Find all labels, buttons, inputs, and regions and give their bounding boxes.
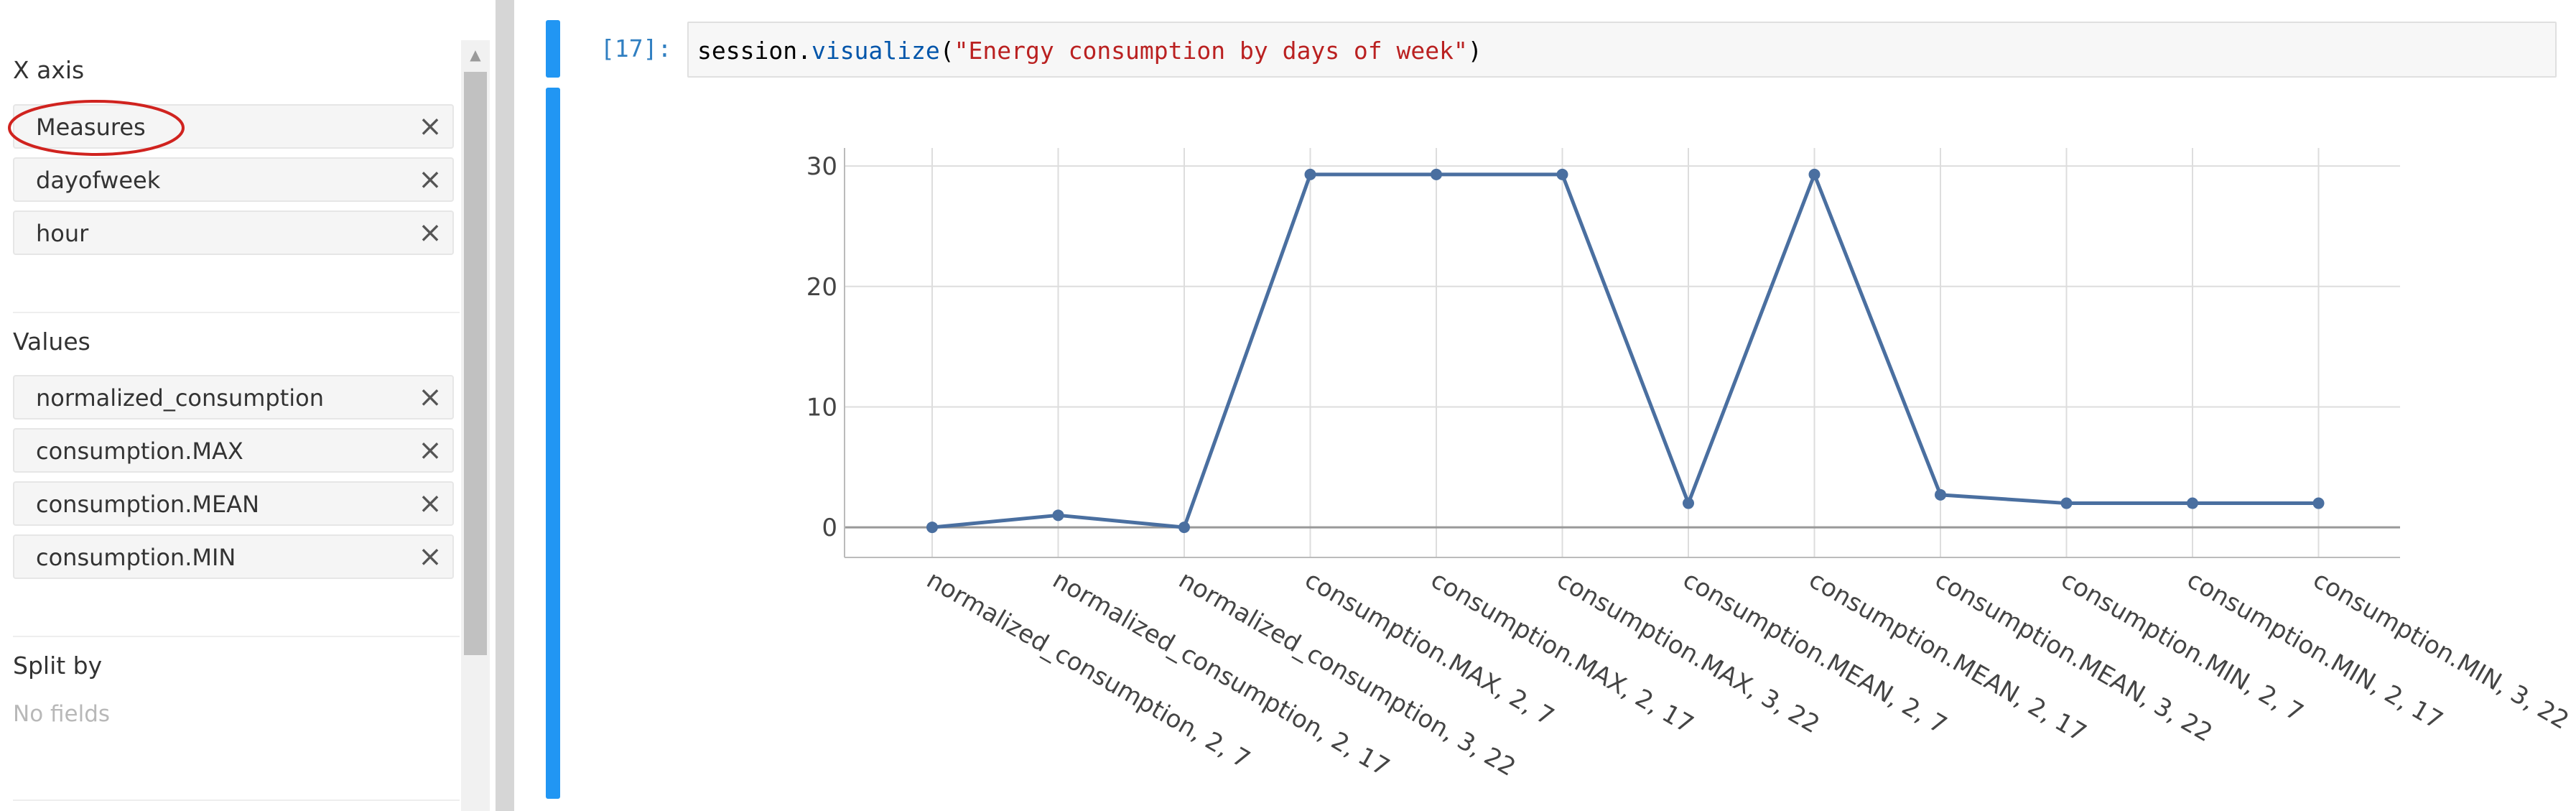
y-tick-label: 20 [806,273,837,302]
close-icon[interactable]: × [418,540,442,573]
close-icon[interactable]: × [418,381,442,414]
chart-points [926,168,2325,534]
data-point[interactable] [1808,168,1821,180]
x-axis-field-dayofweek[interactable]: dayofweek × [13,157,454,202]
data-point[interactable] [2187,497,2198,509]
values-section-title: Values [13,328,90,356]
field-label: normalized_consumption [36,384,324,412]
close-icon[interactable]: × [418,434,442,467]
cell-output-collapser[interactable] [546,88,560,799]
x-axis-section-title: X axis [13,56,85,84]
data-point[interactable] [1304,168,1316,180]
cell-input-collapser[interactable] [546,20,560,78]
x-axis-field-hour[interactable]: hour × [13,210,454,255]
close-icon[interactable]: × [418,487,442,520]
field-label: dayofweek [36,167,161,194]
data-point[interactable] [1556,168,1568,180]
close-icon[interactable]: × [418,163,442,196]
field-label: consumption.MAX [36,437,243,465]
close-icon[interactable]: × [418,110,442,143]
panel-splitter[interactable] [496,0,514,811]
split-by-section-title: Split by [13,652,103,680]
scrollbar-thumb[interactable] [464,72,487,655]
field-label: consumption.MEAN [36,491,260,518]
section-divider [13,636,460,637]
code-method: visualize [811,37,940,65]
sidebar-scrollbar[interactable]: ▲ [461,40,490,811]
y-tick-label: 0 [822,514,837,542]
data-point[interactable] [2060,497,2073,509]
split-by-empty-text: No fields [13,701,111,727]
code-dot: . [797,37,812,65]
data-point[interactable] [1935,488,1946,501]
section-divider [13,312,460,313]
close-icon[interactable]: × [418,216,442,249]
chart-axes [844,148,2400,558]
data-point[interactable] [1052,509,1064,522]
data-point[interactable] [1178,522,1190,534]
values-field-normalized-consumption[interactable]: normalized_consumption × [13,375,454,420]
code-close-paren: ) [1467,37,1482,65]
values-field-consumption-mean[interactable]: consumption.MEAN × [13,481,454,526]
x-axis-ticks: normalized_consumption, 2, 7normalized_c… [922,565,2574,782]
y-axis-ticks: 0 10 20 30 [806,152,837,542]
values-field-consumption-max[interactable]: consumption.MAX × [13,428,454,473]
data-point[interactable] [926,522,938,534]
data-point[interactable] [1431,168,1442,180]
chart-series [931,172,2319,529]
series-line [931,172,2319,529]
values-field-consumption-min[interactable]: consumption.MIN × [13,534,454,579]
data-point[interactable] [1683,497,1694,509]
field-label: hour [36,220,89,247]
y-tick-label: 30 [806,152,837,181]
scroll-up-arrow-icon[interactable]: ▲ [470,46,481,63]
field-sidebar: X axis Measures × dayofweek × hour × Val… [0,0,496,811]
code-input[interactable]: session.visualize("Energy consumption by… [687,22,2557,78]
field-label: consumption.MIN [36,544,236,571]
cell-execution-prompt: [17]: [600,34,672,62]
y-tick-label: 10 [806,393,837,422]
code-open-paren: ( [939,37,954,65]
code-object: session [697,37,798,65]
section-divider [13,800,460,801]
code-string-argument: "Energy consumption by days of week" [954,37,1468,65]
data-point[interactable] [2312,497,2325,509]
chart-grid [845,148,2400,557]
